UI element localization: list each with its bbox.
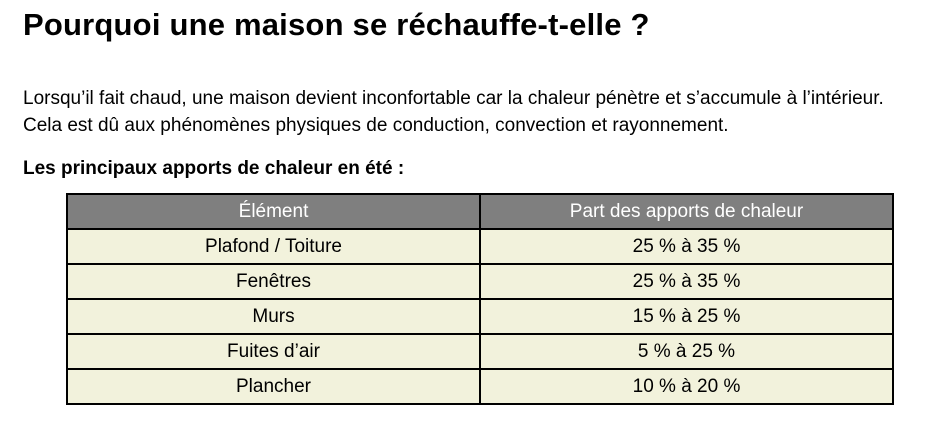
cell-element: Fuites d’air bbox=[66, 333, 481, 370]
table-row: Plafond / Toiture 25 % à 35 % bbox=[66, 228, 894, 265]
table-caption: Les principaux apports de chaleur en été… bbox=[23, 158, 405, 179]
cell-element: Plancher bbox=[66, 368, 481, 405]
table-header-row: Élément Part des apports de chaleur bbox=[66, 193, 894, 230]
cell-share: 10 % à 20 % bbox=[479, 368, 894, 405]
table-row: Murs 15 % à 25 % bbox=[66, 298, 894, 335]
heat-gains-table: Élément Part des apports de chaleur Plaf… bbox=[66, 193, 894, 405]
table-row: Plancher 10 % à 20 % bbox=[66, 368, 894, 405]
column-header-element: Élément bbox=[66, 193, 481, 230]
cell-element: Fenêtres bbox=[66, 263, 481, 300]
table-row: Fuites d’air 5 % à 25 % bbox=[66, 333, 894, 370]
cell-share: 25 % à 35 % bbox=[479, 263, 894, 300]
table-row: Fenêtres 25 % à 35 % bbox=[66, 263, 894, 300]
cell-share: 5 % à 25 % bbox=[479, 333, 894, 370]
page-title: Pourquoi une maison se réchauffe-t-elle … bbox=[23, 7, 650, 42]
cell-element: Murs bbox=[66, 298, 481, 335]
intro-paragraph: Lorsqu’il fait chaud, une maison devient… bbox=[23, 88, 884, 136]
cell-element: Plafond / Toiture bbox=[66, 228, 481, 265]
cell-share: 25 % à 35 % bbox=[479, 228, 894, 265]
cell-share: 15 % à 25 % bbox=[479, 298, 894, 335]
column-header-share: Part des apports de chaleur bbox=[479, 193, 894, 230]
